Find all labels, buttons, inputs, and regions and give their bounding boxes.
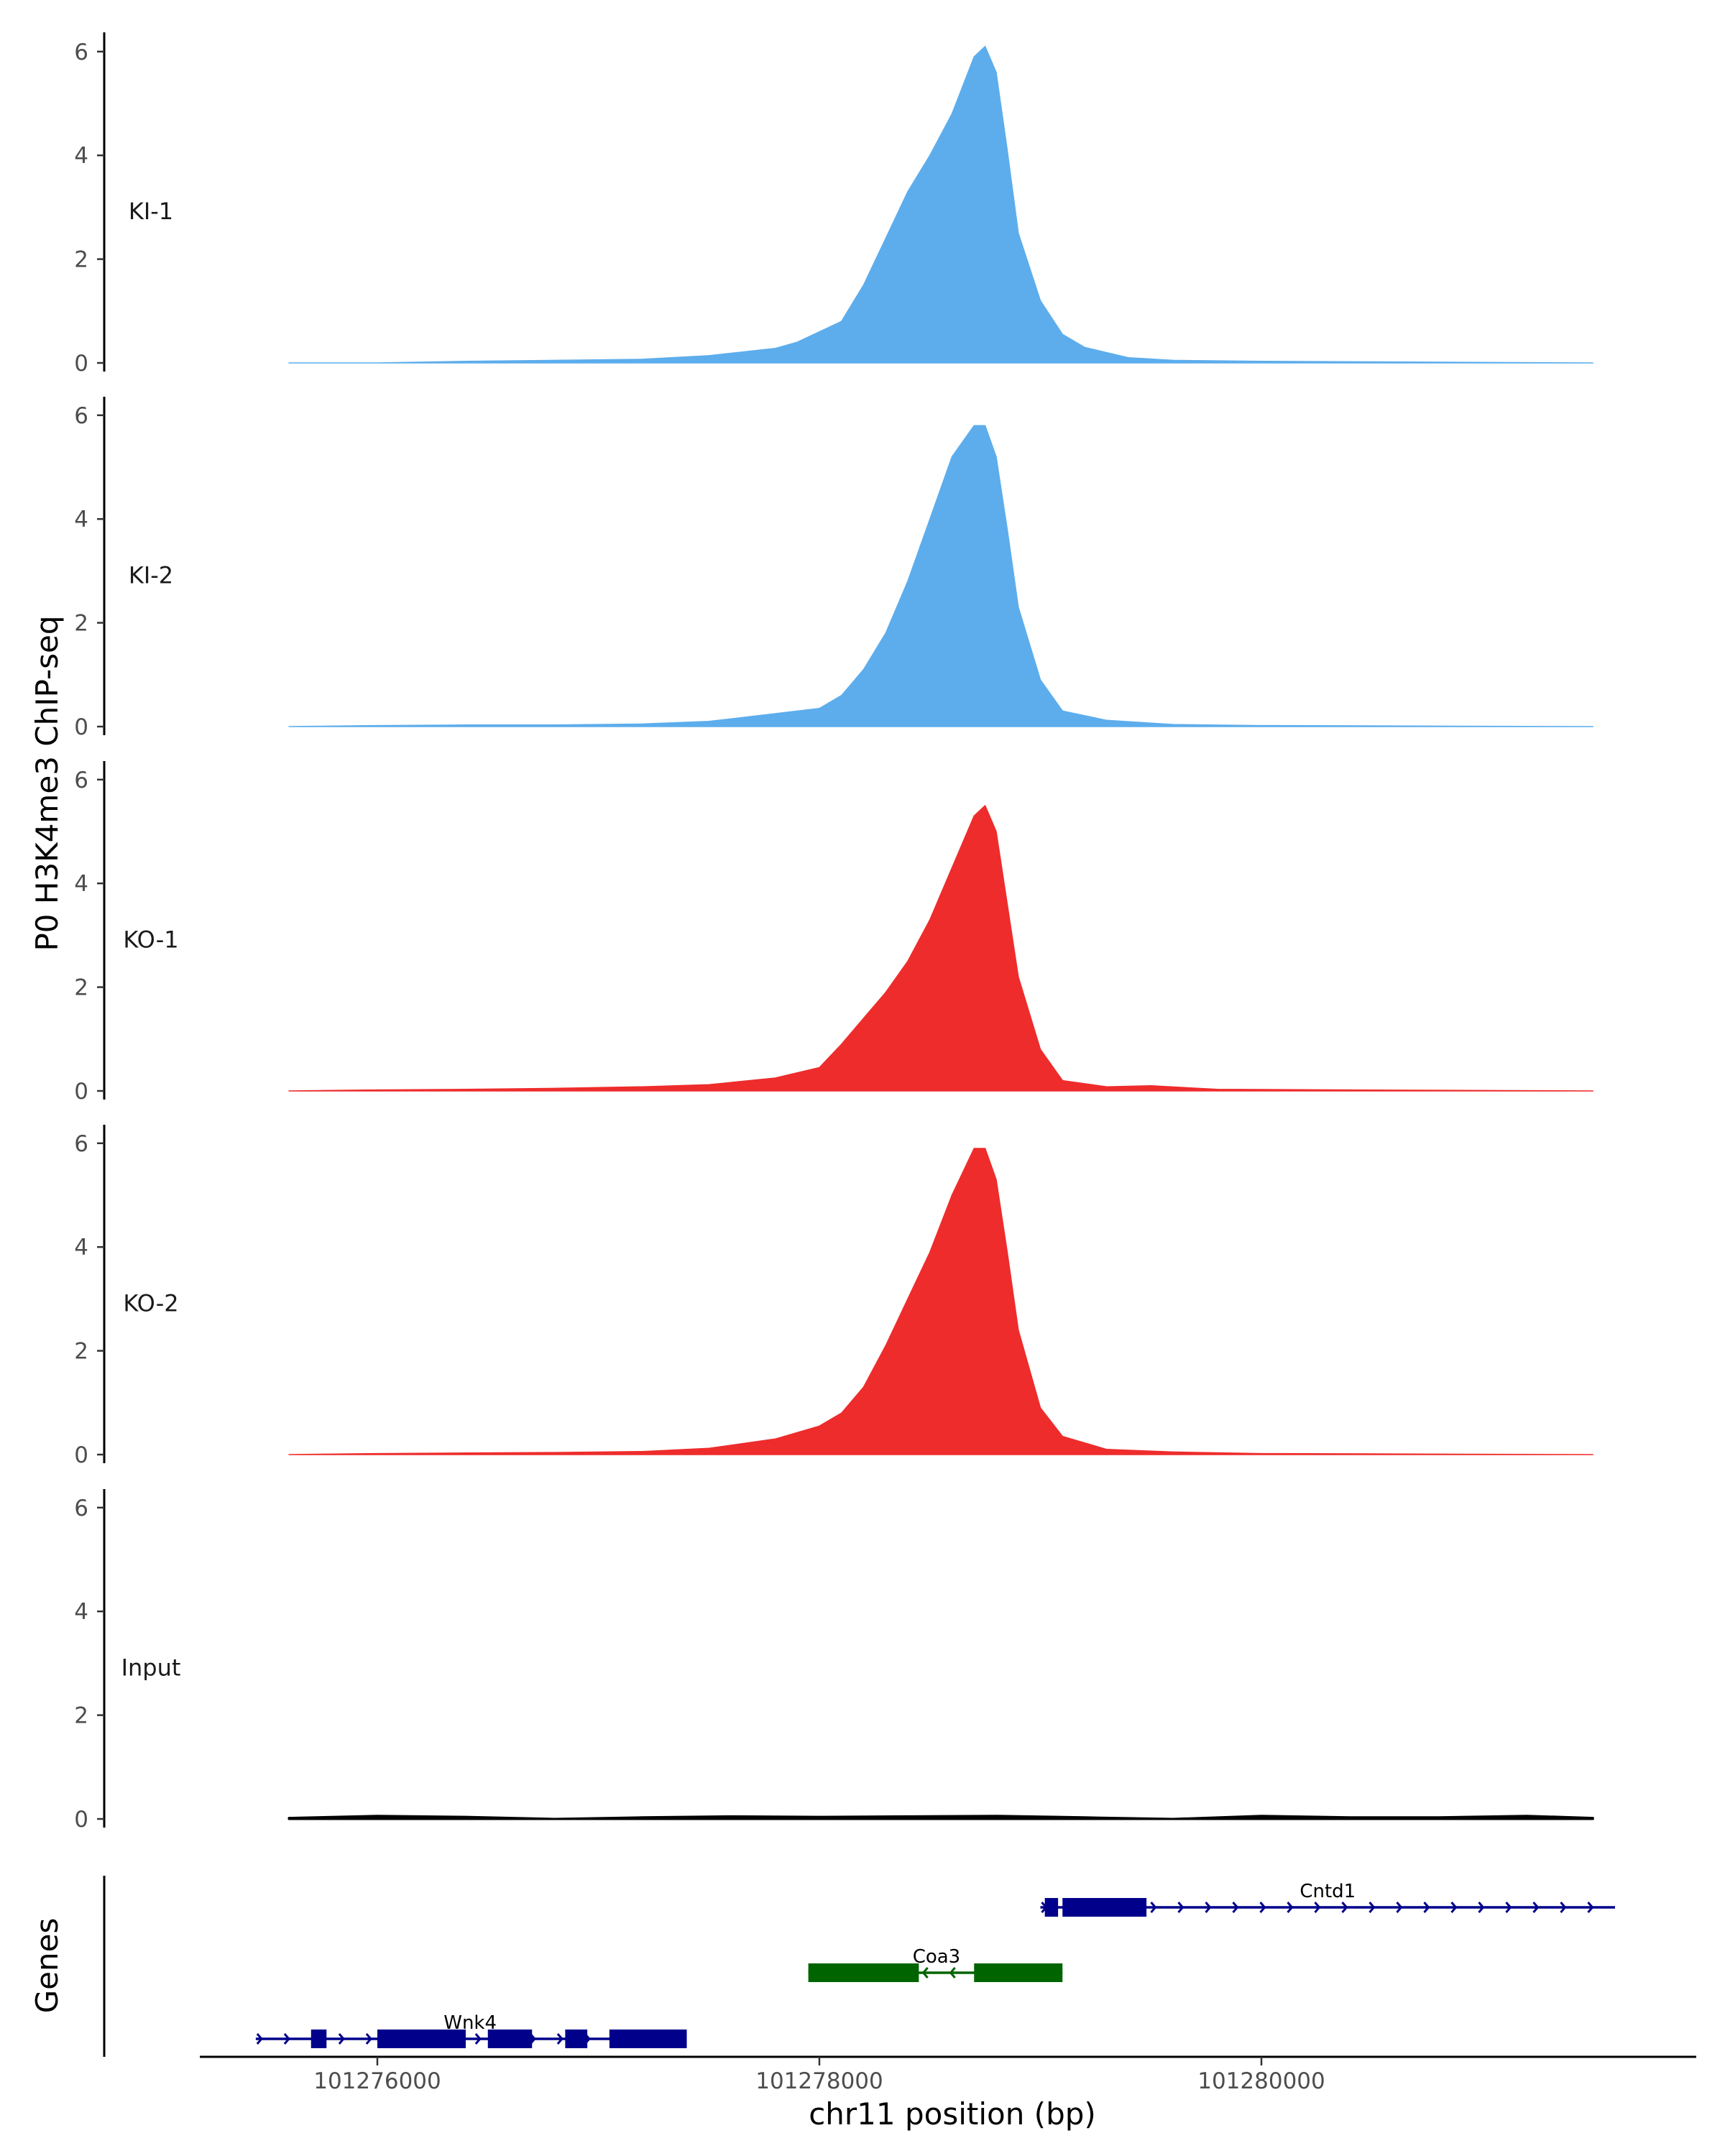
- strand-arrow: [556, 2033, 564, 2045]
- strand-arrow: [949, 1967, 956, 1978]
- strand-arrow: [1532, 1902, 1540, 1913]
- gene-exon: [808, 1963, 919, 1982]
- gene-track: Cntd1 Coa3 Wnk4: [103, 1876, 1615, 2057]
- strand-arrow: [338, 2033, 345, 2045]
- strand-arrow: [1505, 1902, 1512, 1913]
- track-ki-2: 0 2 4 6 KI-2: [74, 397, 1594, 740]
- strand-arrow: [1259, 1902, 1266, 1913]
- strand-arrow: [474, 2033, 482, 2045]
- y-tick-label: 4: [74, 1599, 88, 1625]
- y-tick-label: 6: [74, 768, 88, 793]
- strand-arrow: [1232, 1902, 1239, 1913]
- track-label-ko-1: KO-1: [123, 926, 178, 954]
- track-label-ki-2: KI-2: [129, 562, 173, 589]
- strand-arrow: [1478, 1902, 1485, 1913]
- strand-arrow: [1150, 1902, 1157, 1913]
- track-label-ki-1: KI-1: [129, 198, 173, 225]
- gene-cntd1: Cntd1: [1040, 1881, 1615, 1917]
- track-ko-2: 0 2 4 6 KO-2: [74, 1125, 1594, 1468]
- y-tick-label: 6: [74, 40, 88, 65]
- coverage-area-ko-2: [288, 1148, 1594, 1455]
- y-tick-label: 6: [74, 1131, 88, 1157]
- y-tick-label: 4: [74, 507, 88, 533]
- y-tick-label: 2: [74, 1703, 88, 1729]
- x-tick-label: 101276000: [313, 2068, 441, 2094]
- gene-exon: [1062, 1898, 1147, 1917]
- y-tick-label: 2: [74, 611, 88, 637]
- coverage-tracks: 0 2 4 6 KI-1 0 2 4 6 KI-2 0 2 4 6 KO-1 0 2 4 6 KO-2 0 2 4 6 Inpu…: [74, 32, 1594, 1833]
- gene-wnk4: Wnk4: [255, 2012, 687, 2048]
- y-axis-title: P0 H3K4me3 ChIP-seq: [29, 615, 65, 951]
- gene-exon: [974, 1963, 1063, 1982]
- strand-arrow: [1287, 1902, 1294, 1913]
- strand-arrow: [256, 2033, 263, 2045]
- coverage-area-ki-2: [288, 425, 1594, 727]
- coverage-area-ko-1: [288, 805, 1594, 1092]
- strand-arrow: [1423, 1902, 1430, 1913]
- y-tick-label: 4: [74, 871, 88, 897]
- strand-arrow: [1314, 1902, 1321, 1913]
- genes-axis-title: Genes: [29, 1918, 65, 2014]
- strand-arrow: [1341, 1902, 1348, 1913]
- gene-coa3: Coa3: [808, 1946, 1063, 1982]
- y-tick-label: 0: [74, 1079, 88, 1105]
- x-tick-label: 101280000: [1197, 2068, 1325, 2094]
- y-tick-label: 6: [74, 403, 88, 429]
- x-tick-label: 101278000: [755, 2068, 883, 2094]
- gene-exon: [609, 2030, 687, 2048]
- track-label-ko-2: KO-2: [123, 1290, 178, 1317]
- strand-arrow: [1177, 1902, 1184, 1913]
- x-axis-title: chr11 position (bp): [809, 2096, 1096, 2132]
- coverage-area-ki-1: [288, 45, 1594, 364]
- gene-label-wnk4: Wnk4: [443, 2012, 497, 2034]
- gene-label-cntd1: Cntd1: [1300, 1881, 1356, 1902]
- track-ko-1: 0 2 4 6 KO-1: [74, 761, 1594, 1105]
- strand-arrow: [1396, 1902, 1403, 1913]
- gene-exon: [565, 2030, 588, 2048]
- y-tick-label: 0: [74, 1442, 88, 1468]
- y-tick-label: 0: [74, 714, 88, 740]
- strand-arrow: [283, 2033, 290, 2045]
- y-tick-label: 2: [74, 975, 88, 1001]
- strand-arrow: [1560, 1902, 1567, 1913]
- y-tick-label: 4: [74, 143, 88, 169]
- track-label-input: Input: [121, 1654, 181, 1682]
- y-tick-label: 0: [74, 1807, 88, 1833]
- gene-exon: [487, 2030, 533, 2048]
- x-axis: 101276000 101278000 101280000: [200, 2055, 1696, 2094]
- gene-exon: [1044, 1898, 1059, 1917]
- y-tick-label: 2: [74, 247, 88, 273]
- y-tick-label: 0: [74, 351, 88, 377]
- gene-label-coa3: Coa3: [913, 1946, 961, 1968]
- strand-arrow: [365, 2033, 372, 2045]
- y-tick-label: 6: [74, 1496, 88, 1521]
- strand-arrow: [1368, 1902, 1376, 1913]
- strand-arrow: [1450, 1902, 1458, 1913]
- y-tick-label: 2: [74, 1339, 88, 1365]
- gene-exon: [310, 2030, 327, 2048]
- gene-exon: [377, 2030, 466, 2048]
- strand-arrow: [1587, 1902, 1594, 1913]
- track-input: 0 2 4 6 Input: [74, 1489, 1594, 1833]
- strand-arrow: [921, 1967, 929, 1978]
- strand-arrow: [1205, 1902, 1212, 1913]
- coverage-area-input: [288, 1815, 1594, 1820]
- y-tick-label: 4: [74, 1235, 88, 1261]
- track-ki-1: 0 2 4 6 KI-1: [74, 32, 1594, 377]
